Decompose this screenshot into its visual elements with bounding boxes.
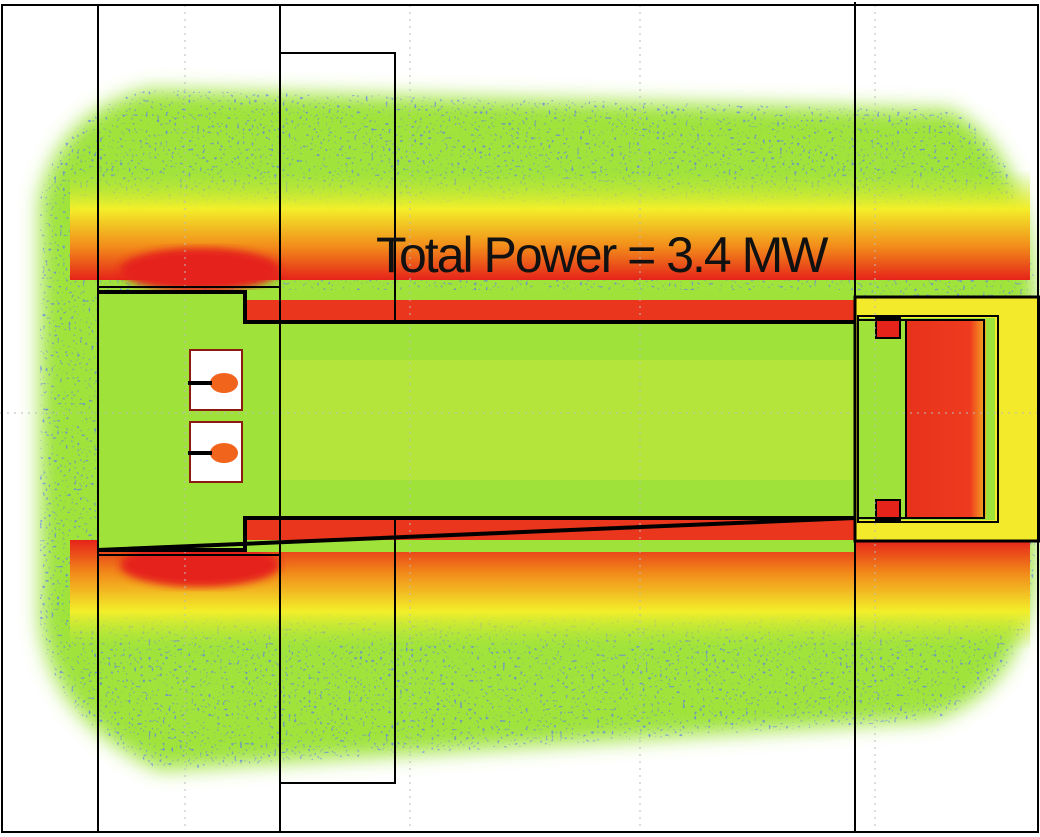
channel-core bbox=[280, 360, 855, 480]
annotation: Total Power = 3.4 MW bbox=[376, 227, 829, 283]
power-map: Total Power = 3.4 MW bbox=[0, 0, 1040, 837]
target-hot bbox=[210, 443, 238, 463]
channel-wall-top bbox=[245, 300, 855, 322]
hot-spot bbox=[120, 248, 280, 292]
page: Total Power = 3.4 MW (() => { const data… bbox=[0, 0, 1040, 837]
right-hot bbox=[906, 320, 986, 518]
target-hot bbox=[210, 373, 238, 393]
